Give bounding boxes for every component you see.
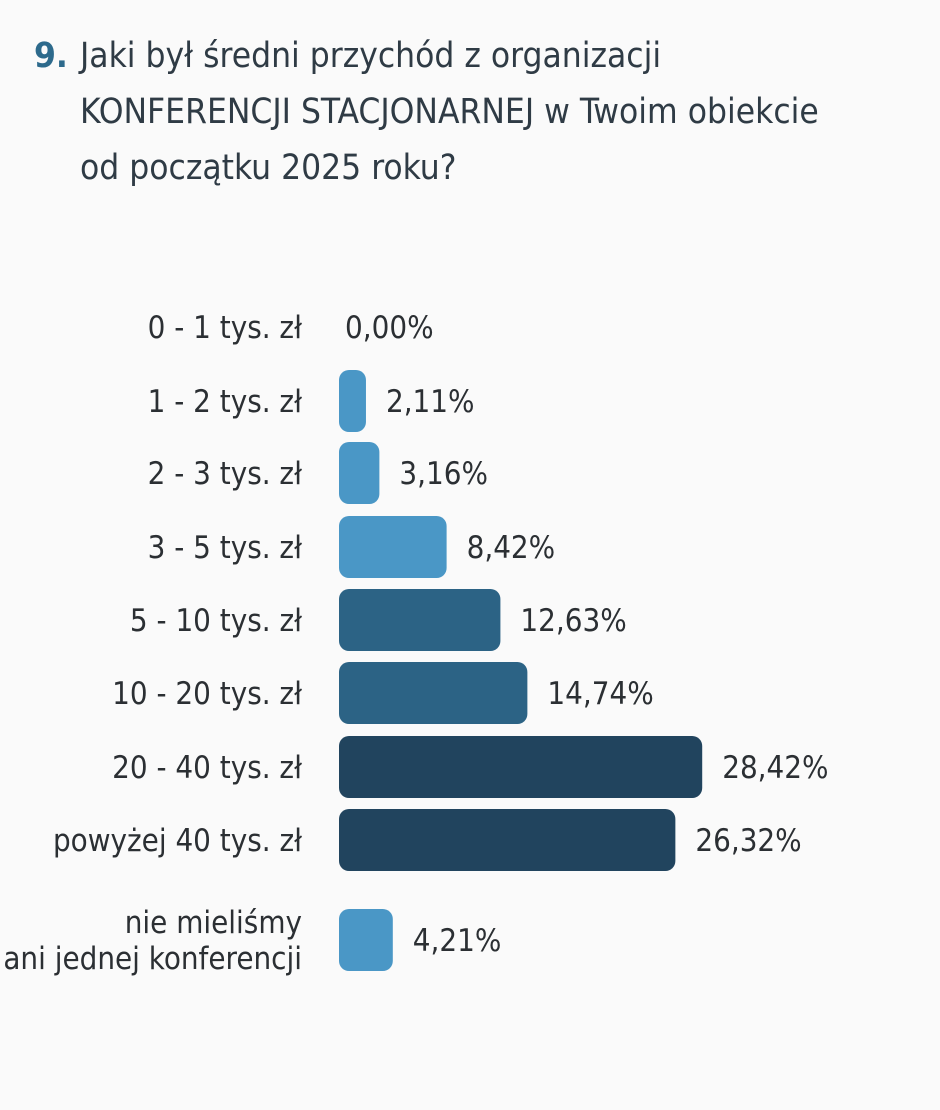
category-label: 10 - 20 tys. zł [112,676,302,712]
category-label: 20 - 40 tys. zł [112,750,302,786]
category-label: ani jednej konferencji [3,941,302,977]
question-line-2: KONFERENCJI STACJONARNEJ w Twoim obiekci… [80,92,819,132]
category-label: 5 - 10 tys. zł [130,603,302,639]
value-label: 0,00% [345,310,434,346]
bar [339,662,528,724]
question-line-1: 9. Jaki był średni przychód z organizacji [34,28,914,84]
value-label: 14,74% [547,676,653,712]
question-line-3: od początku 2025 roku? [80,148,457,188]
question-heading: 9. Jaki był średni przychód z organizacji… [34,28,914,196]
value-label: 3,16% [399,456,488,492]
value-label: 26,32% [695,823,801,859]
bar [339,516,447,578]
bar [339,589,501,651]
category-label: 0 - 1 tys. zł [148,310,302,346]
value-label: 12,63% [520,603,626,639]
bar [339,736,703,798]
value-label: 4,21% [413,923,502,959]
category-label: nie mieliśmy [125,905,302,941]
bar [339,370,366,432]
category-label: powyżej 40 tys. zł [53,823,302,859]
category-label: 1 - 2 tys. zł [148,384,302,420]
value-label: 2,11% [386,384,475,420]
question-number: 9. [34,36,68,76]
question-text-1: Jaki był średni przychód z organizacji [80,36,662,76]
value-label: 28,42% [722,750,828,786]
value-label: 8,42% [467,530,556,566]
category-label: 2 - 3 tys. zł [148,456,302,492]
bar [339,909,393,971]
category-label: 3 - 5 tys. zł [148,530,302,566]
bar [339,442,380,504]
bar [339,809,676,871]
